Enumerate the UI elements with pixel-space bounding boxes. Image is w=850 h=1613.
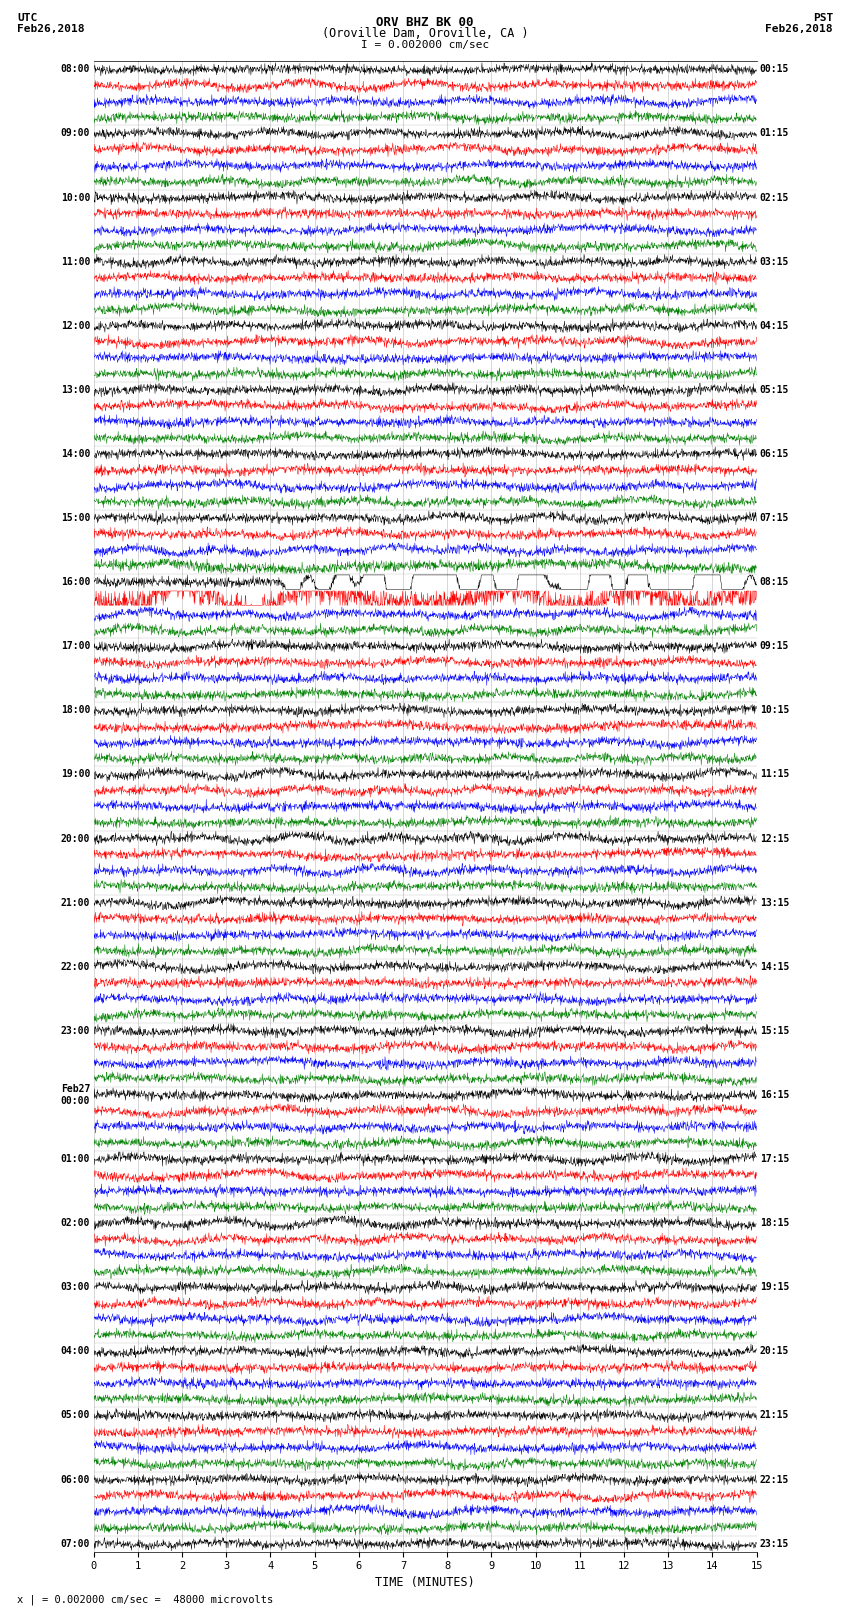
Text: 09:15: 09:15 [760, 642, 789, 652]
Text: 15:00: 15:00 [61, 513, 90, 523]
Text: 20:15: 20:15 [760, 1347, 789, 1357]
Text: 23:00: 23:00 [61, 1026, 90, 1036]
Text: 14:00: 14:00 [61, 448, 90, 460]
Text: 17:15: 17:15 [760, 1153, 789, 1165]
Text: 19:00: 19:00 [61, 769, 90, 779]
Text: 08:15: 08:15 [760, 577, 789, 587]
Text: 14:15: 14:15 [760, 961, 789, 971]
Text: 03:15: 03:15 [760, 256, 789, 266]
Text: 21:00: 21:00 [61, 898, 90, 908]
Text: 05:15: 05:15 [760, 386, 789, 395]
Text: 13:00: 13:00 [61, 386, 90, 395]
Text: 16:15: 16:15 [760, 1090, 789, 1100]
Text: 02:00: 02:00 [61, 1218, 90, 1227]
Text: (Oroville Dam, Oroville, CA ): (Oroville Dam, Oroville, CA ) [321, 27, 529, 40]
Text: 18:15: 18:15 [760, 1218, 789, 1227]
Text: 11:15: 11:15 [760, 769, 789, 779]
Text: 20:00: 20:00 [61, 834, 90, 844]
Text: 00:15: 00:15 [760, 65, 789, 74]
Text: 04:00: 04:00 [61, 1347, 90, 1357]
Text: 22:15: 22:15 [760, 1474, 789, 1484]
Text: UTC: UTC [17, 13, 37, 23]
Text: x | = 0.002000 cm/sec =  48000 microvolts: x | = 0.002000 cm/sec = 48000 microvolts [17, 1594, 273, 1605]
Text: 01:00: 01:00 [61, 1153, 90, 1165]
Text: 15:15: 15:15 [760, 1026, 789, 1036]
Text: 12:00: 12:00 [61, 321, 90, 331]
Text: 06:15: 06:15 [760, 448, 789, 460]
Text: 17:00: 17:00 [61, 642, 90, 652]
Text: 09:00: 09:00 [61, 129, 90, 139]
Text: 19:15: 19:15 [760, 1282, 789, 1292]
Text: 21:15: 21:15 [760, 1410, 789, 1421]
Text: Feb27
00:00: Feb27 00:00 [61, 1084, 90, 1107]
Text: 02:15: 02:15 [760, 192, 789, 203]
Text: 18:00: 18:00 [61, 705, 90, 715]
Text: I = 0.002000 cm/sec: I = 0.002000 cm/sec [361, 40, 489, 50]
Text: 06:00: 06:00 [61, 1474, 90, 1484]
Text: Feb26,2018: Feb26,2018 [766, 24, 833, 34]
Text: 07:00: 07:00 [61, 1539, 90, 1548]
Text: 03:00: 03:00 [61, 1282, 90, 1292]
Text: Feb26,2018: Feb26,2018 [17, 24, 84, 34]
Text: 10:15: 10:15 [760, 705, 789, 715]
Text: 08:00: 08:00 [61, 65, 90, 74]
Text: 07:15: 07:15 [760, 513, 789, 523]
Text: 05:00: 05:00 [61, 1410, 90, 1421]
X-axis label: TIME (MINUTES): TIME (MINUTES) [375, 1576, 475, 1589]
Text: 23:15: 23:15 [760, 1539, 789, 1548]
Text: 01:15: 01:15 [760, 129, 789, 139]
Text: 13:15: 13:15 [760, 898, 789, 908]
Text: 04:15: 04:15 [760, 321, 789, 331]
Text: 10:00: 10:00 [61, 192, 90, 203]
Text: 22:00: 22:00 [61, 961, 90, 971]
Text: PST: PST [813, 13, 833, 23]
Text: 11:00: 11:00 [61, 256, 90, 266]
Text: ORV BHZ BK 00: ORV BHZ BK 00 [377, 16, 473, 29]
Text: 16:00: 16:00 [61, 577, 90, 587]
Text: 12:15: 12:15 [760, 834, 789, 844]
